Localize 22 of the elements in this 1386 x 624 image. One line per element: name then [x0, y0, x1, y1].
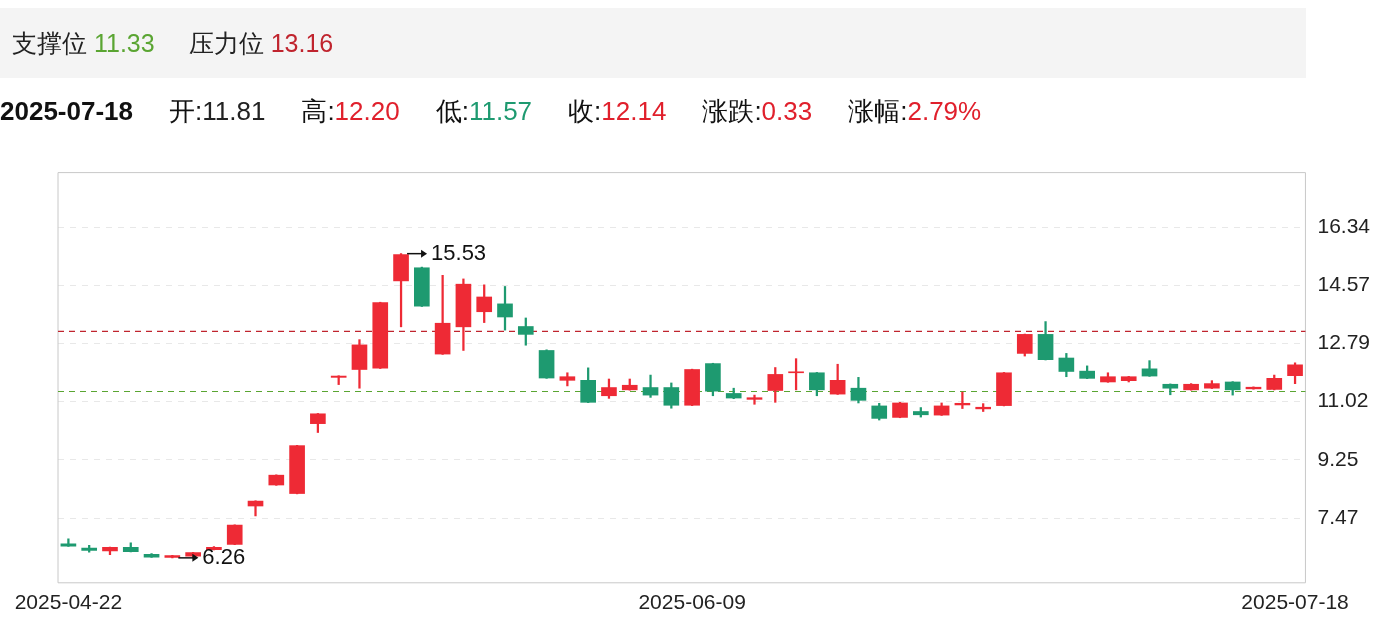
text: 涨跌:0.33 — [702, 95, 813, 126]
text: 低:11.57 — [435, 95, 533, 126]
text: 支撑位 11.33 — [12, 28, 155, 57]
x-tick-label: 2025-07-18 — [1241, 590, 1349, 614]
candlestick — [60, 538, 77, 547]
text: 开:11.81 — [169, 95, 266, 126]
y-tick-label: 16.34 — [1317, 213, 1371, 237]
annotation: 15.53 — [431, 239, 487, 265]
y-tick-label: 12.79 — [1317, 330, 1371, 354]
text: 收:12.14 — [568, 95, 667, 126]
x-tick-label: 2025-04-22 — [14, 590, 123, 614]
candlestick — [746, 394, 763, 405]
text: 涨幅:2.79% — [848, 95, 982, 126]
annotation: 6.26 — [202, 543, 246, 569]
y-tick-label: 14.57 — [1317, 271, 1371, 295]
x-tick-label: 2025-06-09 — [638, 590, 746, 614]
y-tick-label: 9.25 — [1317, 446, 1359, 470]
text: 高:12.20 — [301, 95, 400, 126]
chart-title: 2025-07-18 — [0, 95, 133, 127]
y-tick-label: 7.47 — [1317, 504, 1359, 528]
y-tick-label: 11.02 — [1317, 388, 1369, 412]
text: 压力位 13.16 — [188, 28, 334, 57]
